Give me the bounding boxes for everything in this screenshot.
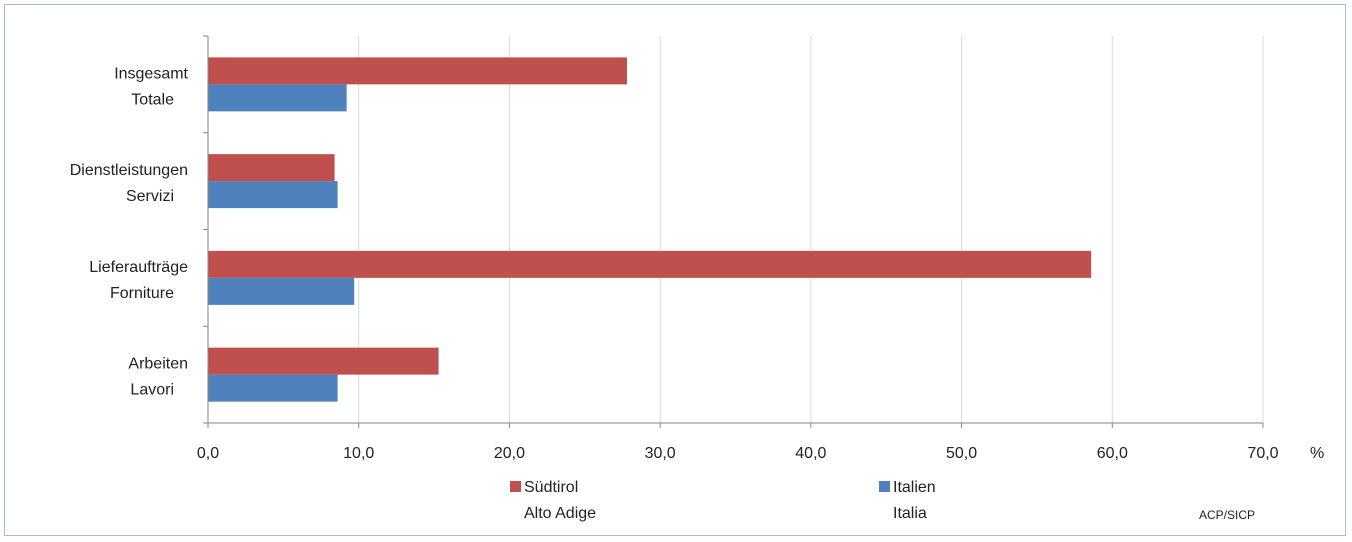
x-tick-label: 10,0 <box>343 445 374 462</box>
bar-suedtirol <box>208 347 439 375</box>
legend-label: Italia <box>893 505 927 522</box>
bar-italien <box>208 84 347 112</box>
labels: 0,0 10,0 20,0 30,0 40,0 50,0 60,0 70,0 % Insgesam… <box>70 65 1325 522</box>
category-label: Lavori <box>130 382 174 399</box>
bar-italien <box>208 277 355 305</box>
x-tick-label: 40,0 <box>795 445 826 462</box>
legend-swatch-italien <box>879 481 890 492</box>
x-tick-label: 30,0 <box>645 445 676 462</box>
category-label: Dienstleistungen <box>70 162 188 179</box>
legend-swatch-suedtirol <box>510 481 521 492</box>
axes <box>203 35 1264 428</box>
x-tick-label: 50,0 <box>946 445 977 462</box>
category-label: Arbeiten <box>128 356 188 373</box>
category-label: Insgesamt <box>114 65 188 82</box>
bar-suedtirol <box>208 250 1092 278</box>
bars <box>208 57 1092 402</box>
legend: Südtirol Alto Adige Italien Italia <box>510 479 936 522</box>
category-label: Forniture <box>110 285 174 302</box>
x-tick-label: 60,0 <box>1097 445 1128 462</box>
bar-chart: 0,0 10,0 20,0 30,0 40,0 50,0 60,0 70,0 % Insgesam… <box>70 35 1325 522</box>
legend-label: Italien <box>893 479 936 496</box>
x-tick-label: 0,0 <box>197 445 219 462</box>
legend-label: Südtirol <box>524 479 578 496</box>
x-tick-label: 70,0 <box>1247 445 1278 462</box>
x-tick-label: 20,0 <box>494 445 525 462</box>
chart-frame: 0,0 10,0 20,0 30,0 40,0 50,0 60,0 70,0% Insgesam… <box>4 4 1346 536</box>
category-label: Servizi <box>126 188 174 205</box>
legend-label: Alto Adige <box>524 505 596 522</box>
gridlines <box>358 36 1264 423</box>
x-unit-label: % <box>1310 445 1324 462</box>
source-note: ACP/SICP <box>1199 508 1255 522</box>
bar-suedtirol <box>208 57 627 85</box>
bar-suedtirol <box>208 154 335 182</box>
category-label: Totale <box>131 91 174 108</box>
bar-italien <box>208 181 338 209</box>
category-label: Lieferaufträge <box>89 259 188 276</box>
bar-italien <box>208 374 338 402</box>
